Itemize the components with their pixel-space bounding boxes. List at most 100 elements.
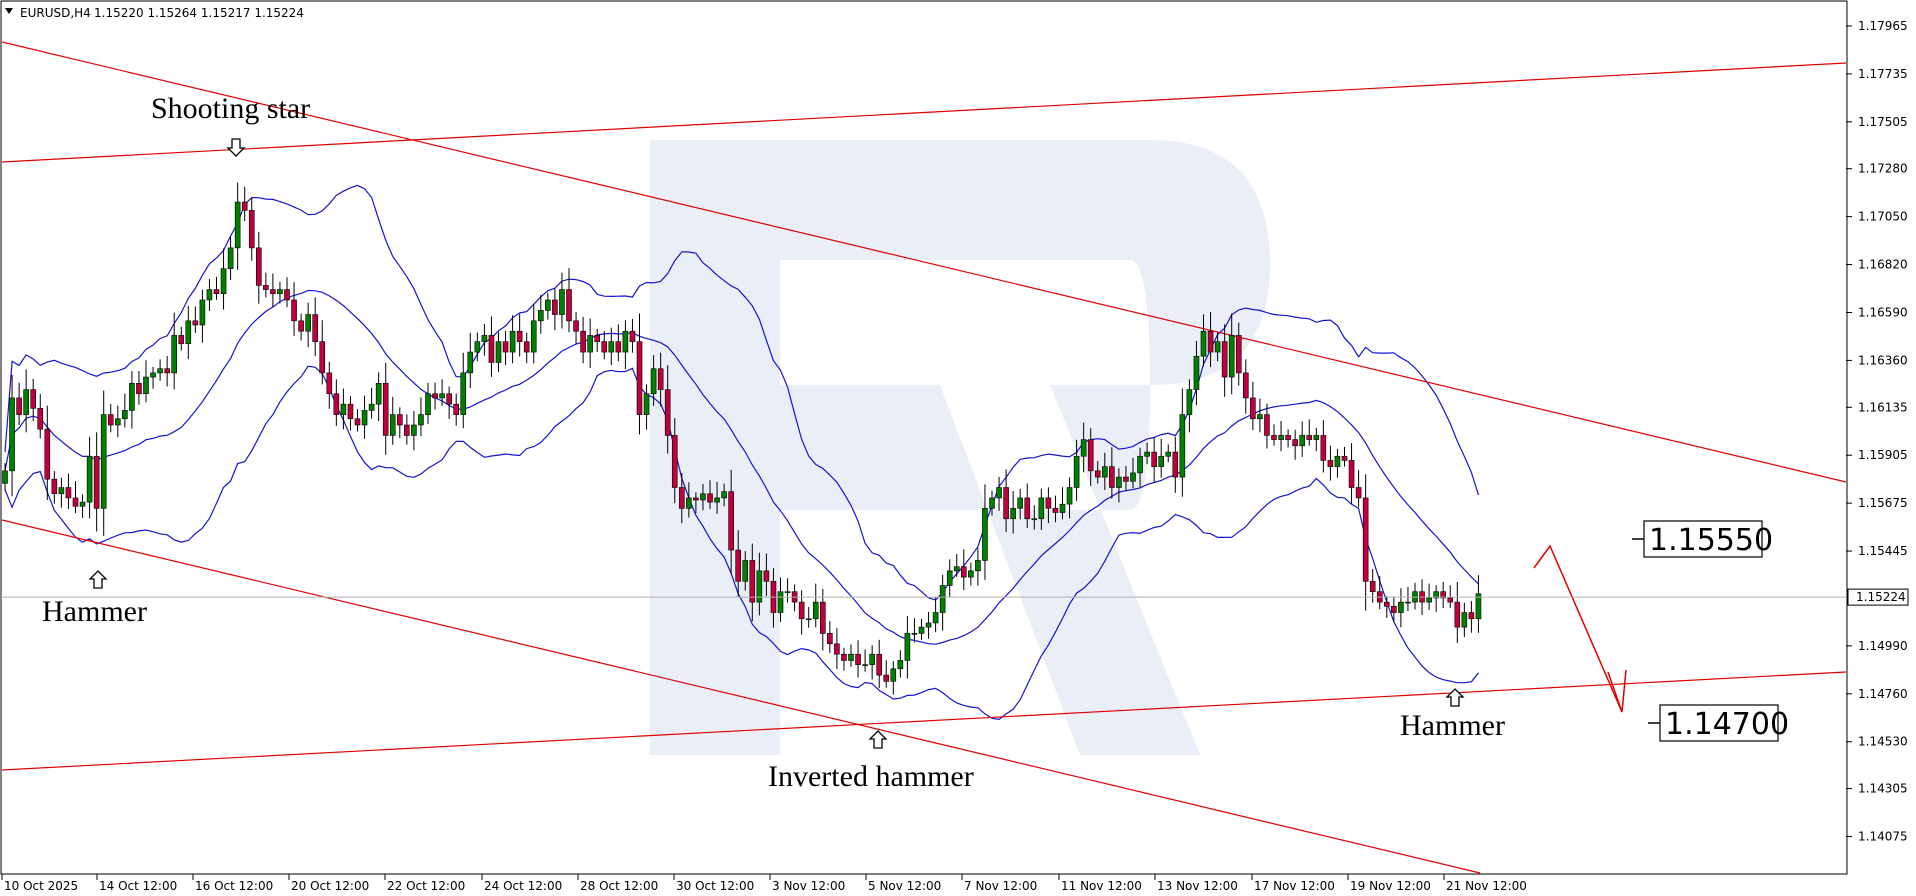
candle [255, 231, 262, 304]
candle [664, 365, 671, 454]
candle [107, 403, 114, 433]
candle [1193, 341, 1200, 406]
shooting-star-arrow-icon [226, 138, 246, 157]
bear-candle-body [241, 201, 248, 211]
candle [453, 393, 460, 426]
candle [805, 606, 812, 628]
candle [143, 360, 149, 403]
candle [1123, 466, 1129, 492]
candle [721, 483, 727, 507]
candle [439, 379, 445, 406]
candle [1461, 602, 1468, 638]
candle [150, 366, 156, 389]
hammer-left-label: Hammer [42, 595, 147, 628]
bull-candle-body [587, 335, 593, 353]
bear-candle-body [1327, 460, 1334, 467]
candle [735, 530, 742, 597]
bear-candle-body [855, 653, 861, 665]
bear-candle-body [1348, 460, 1355, 488]
bear-candle-body [178, 335, 185, 345]
candle [1264, 403, 1270, 449]
candle [488, 316, 495, 377]
candle [164, 356, 170, 387]
x-tick-label: 10 Oct 2025 [4, 879, 78, 893]
bull-candle-body [58, 487, 65, 495]
candle [284, 277, 290, 308]
bear-candle-body [749, 560, 756, 603]
candle [361, 395, 368, 439]
bear-candle-body [1384, 601, 1390, 607]
bear-candle-body [284, 289, 290, 301]
bull-candle-body [805, 618, 812, 621]
bull-candle-body [1193, 355, 1200, 390]
ascending-lower-line[interactable] [1, 671, 1847, 771]
candle [749, 543, 756, 622]
bear-candle-body [523, 341, 530, 353]
candle [1475, 575, 1482, 633]
candle [220, 248, 227, 310]
x-tick-label: 5 Nov 12:00 [868, 879, 941, 893]
time-axis[interactable]: 10 Oct 2025 14 Oct 12:00 16 Oct 12:00 20 Oc… [1, 874, 1527, 893]
price-axis[interactable]: 1.17965 1.17735 1.17505 1.17280 1.17050 1.168… [1846, 19, 1908, 844]
candle [742, 551, 749, 591]
bull-candle-body [418, 414, 424, 426]
candle [1080, 422, 1087, 473]
bear-candle-body [601, 341, 608, 353]
candle [827, 621, 833, 653]
candle [1250, 381, 1256, 430]
candle [136, 371, 142, 405]
y-tick-label: 1.15445 [1858, 544, 1908, 558]
candle [855, 640, 861, 678]
x-tick-label: 7 Nov 12:00 [964, 879, 1037, 893]
bear-candle-body [883, 674, 890, 682]
candle [16, 382, 22, 425]
bull-candle-body [1186, 389, 1193, 415]
bull-candle-body [227, 247, 234, 270]
bull-candle-body [150, 372, 156, 378]
candle [1087, 428, 1094, 487]
ascending-upper-line[interactable] [1, 62, 1847, 163]
bear-candle-body [1243, 372, 1249, 399]
bear-candle-body [1468, 612, 1475, 620]
candle [460, 352, 467, 429]
candle [1355, 470, 1362, 508]
candle [1433, 585, 1439, 612]
candle [1017, 488, 1024, 520]
watermark-r-shape [650, 140, 1270, 755]
bear-candle-body [488, 335, 495, 363]
level-115550-label: 1.15550 [1649, 523, 1773, 558]
bear-candle-body [1440, 591, 1446, 599]
descending-support-line[interactable] [1, 519, 1481, 874]
bull-candle-body [1137, 455, 1143, 474]
bull-candle-body [1405, 601, 1411, 604]
descending-resistance-line[interactable] [1, 41, 1847, 483]
candle [946, 559, 953, 598]
candle [122, 393, 128, 428]
candle [340, 388, 347, 430]
level-114700-label: 1.14700 [1665, 707, 1789, 742]
candle [425, 382, 431, 424]
bull-candle-body [1398, 601, 1404, 613]
dropdown-triangle-icon[interactable] [5, 8, 13, 14]
bull-candle-body [277, 289, 283, 295]
bull-candle-body [1144, 451, 1150, 457]
candle [1278, 421, 1284, 452]
x-tick-label: 20 Oct 12:00 [291, 879, 369, 893]
candle [206, 278, 213, 312]
y-tick-label: 1.16360 [1858, 353, 1908, 367]
candle [545, 292, 551, 320]
candle [819, 588, 826, 651]
hammer-right-arrow-icon [1445, 688, 1465, 707]
bear-candle-body [326, 372, 333, 395]
y-tick-label: 1.17735 [1858, 67, 1908, 81]
candle [523, 332, 530, 364]
candle [1052, 495, 1059, 523]
candle [693, 492, 699, 514]
y-tick-label: 1.16820 [1858, 258, 1908, 272]
bear-candle-body [446, 393, 452, 405]
bull-candle-body [530, 320, 537, 353]
bear-candle-body [1391, 605, 1397, 613]
candle [1313, 427, 1320, 452]
bull-candle-body [340, 403, 347, 415]
